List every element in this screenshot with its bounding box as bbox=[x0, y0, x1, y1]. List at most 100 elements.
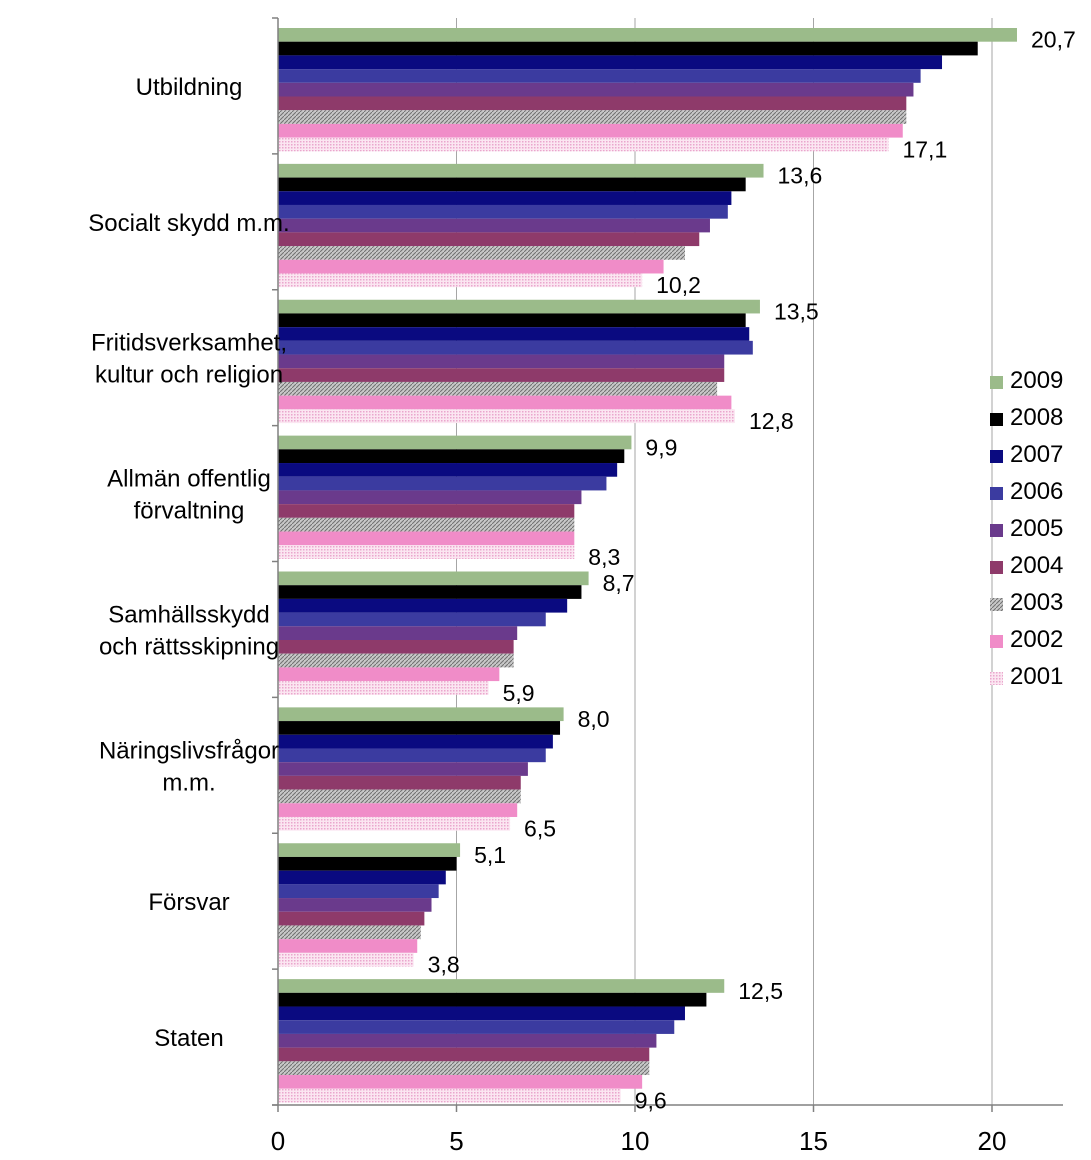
legend-swatch-2006 bbox=[990, 487, 1003, 500]
bar-socialt-skydd-m-m-2003 bbox=[278, 246, 685, 260]
bar-samhällsskydd-och-rättsskipning-2001 bbox=[278, 681, 489, 695]
bar-fritidsverksamhet-kultur-och-religion-2008 bbox=[278, 313, 746, 328]
bar-staten-2003 bbox=[278, 1061, 650, 1076]
data-label-2001: 9,6 bbox=[635, 1087, 667, 1113]
bar-socialt-skydd-m-m-2007 bbox=[278, 191, 732, 205]
bar-fritidsverksamhet-kultur-och-religion-2003 bbox=[278, 381, 718, 396]
bar-näringslivsfrågor-m-m-2006 bbox=[278, 748, 546, 763]
bar-försvar-2009 bbox=[278, 843, 461, 857]
bar-utbildning-2006 bbox=[278, 69, 921, 83]
category-label: Staten bbox=[154, 1025, 223, 1052]
data-label-2001: 3,8 bbox=[428, 952, 460, 978]
bar-näringslivsfrågor-m-m-2007 bbox=[278, 734, 553, 749]
bar-försvar-2001 bbox=[278, 952, 414, 967]
x-tick-label-15: 15 bbox=[799, 1126, 828, 1156]
bar-fritidsverksamhet-kultur-och-religion-2002 bbox=[278, 395, 732, 410]
legend-label-2003: 2003 bbox=[1010, 589, 1063, 616]
legend-swatch-2008 bbox=[990, 413, 1003, 426]
data-label-2009: 20,7 bbox=[1031, 27, 1076, 53]
bar-staten-2004 bbox=[278, 1047, 650, 1062]
legend-label-2008: 2008 bbox=[1010, 404, 1063, 431]
legend-swatch-2002 bbox=[990, 635, 1003, 648]
bar-samhällsskydd-och-rättsskipning-2004 bbox=[278, 640, 514, 654]
data-label-2001: 6,5 bbox=[524, 816, 556, 842]
x-tick-label-0: 0 bbox=[271, 1126, 285, 1156]
bar-försvar-2005 bbox=[278, 898, 432, 912]
bar-samhällsskydd-och-rättsskipning-2002 bbox=[278, 667, 500, 682]
legend-label-2009: 2009 bbox=[1010, 367, 1063, 394]
legend-swatch-2003 bbox=[990, 598, 1003, 611]
bar-utbildning-2005 bbox=[278, 82, 914, 97]
data-label-2009: 13,6 bbox=[778, 163, 823, 189]
legend-label-2005: 2005 bbox=[1010, 515, 1063, 542]
bar-näringslivsfrågor-m-m-2004 bbox=[278, 775, 521, 790]
x-tick-labels: 0 5 10 15 20 bbox=[271, 1126, 1007, 1156]
bar-socialt-skydd-m-m-2002 bbox=[278, 259, 664, 274]
bar-allmän-offentlig-förvaltning-2004 bbox=[278, 504, 575, 518]
bar-fritidsverksamhet-kultur-och-religion-2006 bbox=[278, 340, 753, 355]
bar-samhällsskydd-och-rättsskipning-2003 bbox=[278, 653, 514, 668]
bar-allmän-offentlig-förvaltning-2002 bbox=[278, 531, 575, 546]
bar-allmän-offentlig-förvaltning-2001 bbox=[278, 545, 575, 559]
legend-swatch-2001 bbox=[990, 672, 1003, 685]
bar-allmän-offentlig-förvaltning-2009 bbox=[278, 435, 632, 450]
data-label-2009: 5,1 bbox=[474, 842, 506, 868]
data-label-2001: 17,1 bbox=[902, 136, 947, 162]
category-label: förvaltning bbox=[134, 498, 245, 525]
bar-socialt-skydd-m-m-2009 bbox=[278, 163, 764, 178]
bar-utbildning-2002 bbox=[278, 123, 903, 138]
legend-swatch-2005 bbox=[990, 524, 1003, 537]
bar-försvar-2007 bbox=[278, 870, 446, 885]
category-labels: Utbildning Socialt skydd m.m. Fritidsverks… bbox=[88, 74, 289, 1052]
data-label-2001: 8,3 bbox=[588, 544, 620, 570]
bar-staten-2005 bbox=[278, 1033, 657, 1048]
bar-samhällsskydd-och-rättsskipning-2008 bbox=[278, 585, 582, 599]
bar-försvar-2004 bbox=[278, 911, 425, 926]
bar-fritidsverksamhet-kultur-och-religion-2009 bbox=[278, 299, 760, 314]
bar-socialt-skydd-m-m-2001 bbox=[278, 273, 643, 288]
category-label: Försvar bbox=[148, 889, 229, 916]
bar-staten-2001 bbox=[278, 1088, 621, 1103]
bar-allmän-offentlig-förvaltning-2005 bbox=[278, 490, 582, 505]
data-label-2009: 8,0 bbox=[578, 706, 610, 732]
category-label: Fritidsverksamhet, bbox=[91, 330, 287, 357]
bar-näringslivsfrågor-m-m-2008 bbox=[278, 721, 561, 735]
bar-socialt-skydd-m-m-2008 bbox=[278, 177, 746, 192]
data-label-2009: 8,7 bbox=[603, 570, 635, 596]
bar-allmän-offentlig-förvaltning-2006 bbox=[278, 476, 607, 491]
bar-samhällsskydd-och-rättsskipning-2006 bbox=[278, 612, 546, 627]
bar-fritidsverksamhet-kultur-och-religion-2001 bbox=[278, 409, 735, 424]
data-label-2001: 12,8 bbox=[749, 408, 794, 434]
bar-utbildning-2007 bbox=[278, 55, 943, 70]
bar-socialt-skydd-m-m-2004 bbox=[278, 232, 700, 247]
legend-label-2001: 2001 bbox=[1010, 663, 1063, 690]
data-labels: 20,7 17,1 13,6 10,2 13,5 12,8 9,9 8,38,7 5,9 8,0 6… bbox=[428, 27, 1076, 1114]
legend-swatch-2009 bbox=[990, 376, 1003, 389]
bar-samhällsskydd-och-rättsskipning-2007 bbox=[278, 598, 568, 613]
bar-samhällsskydd-och-rättsskipning-2009 bbox=[278, 571, 589, 586]
bar-näringslivsfrågor-m-m-2001 bbox=[278, 816, 511, 831]
legend-label-2007: 2007 bbox=[1010, 441, 1063, 468]
category-label: Allmän offentlig bbox=[107, 466, 271, 493]
bar-allmän-offentlig-förvaltning-2007 bbox=[278, 463, 618, 477]
legend-label-2002: 2002 bbox=[1010, 626, 1063, 653]
bar-näringslivsfrågor-m-m-2005 bbox=[278, 762, 528, 776]
bar-socialt-skydd-m-m-2005 bbox=[278, 218, 710, 233]
bar-försvar-2003 bbox=[278, 925, 421, 940]
bar-samhällsskydd-och-rättsskipning-2005 bbox=[278, 626, 518, 640]
data-label-2001: 10,2 bbox=[656, 272, 701, 298]
data-label-2001: 5,9 bbox=[503, 680, 535, 706]
legend-swatch-2004 bbox=[990, 561, 1003, 574]
data-label-2009: 13,5 bbox=[774, 298, 819, 324]
x-tick-label-10: 10 bbox=[621, 1126, 650, 1156]
bar-försvar-2002 bbox=[278, 939, 418, 953]
category-label: Socialt skydd m.m. bbox=[88, 210, 289, 237]
bar-fritidsverksamhet-kultur-och-religion-2007 bbox=[278, 327, 750, 341]
legend: 2009 2008 2007 2006 2005 2004 2003 2002 2001 bbox=[990, 367, 1063, 690]
category-label: Samhällsskydd bbox=[108, 601, 269, 628]
bar-staten-2008 bbox=[278, 992, 707, 1007]
category-label: m.m. bbox=[162, 769, 215, 796]
bar-utbildning-2009 bbox=[278, 28, 1017, 42]
category-label: och rättsskipning bbox=[99, 633, 279, 660]
